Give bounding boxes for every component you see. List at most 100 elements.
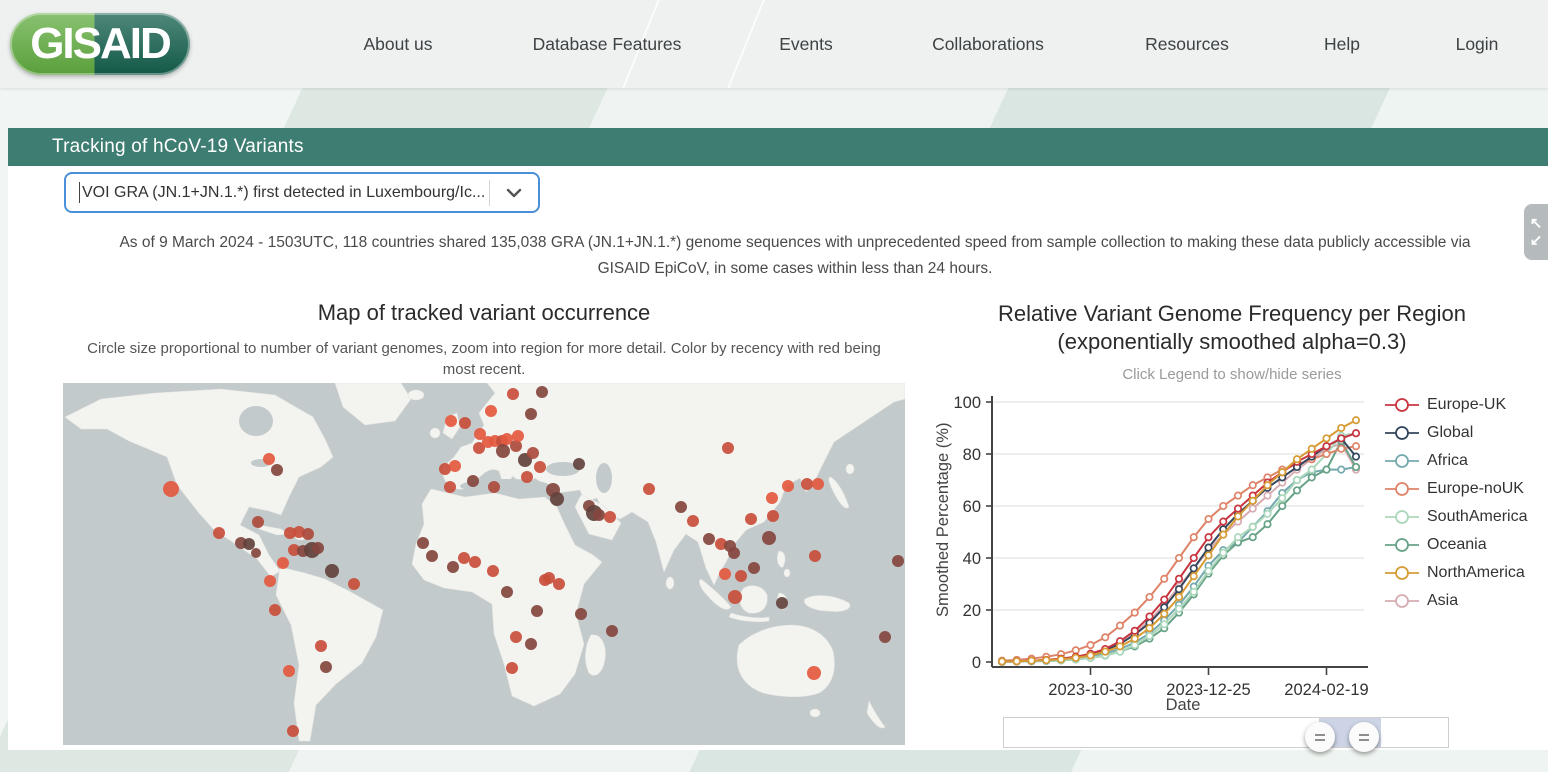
arrow-down-left-icon[interactable]: ↙ <box>1529 232 1543 249</box>
variant-dot[interactable] <box>288 544 300 556</box>
variant-dot[interactable] <box>809 550 821 562</box>
nav-item-collaborations[interactable]: Collaborations <box>932 33 1044 54</box>
variant-dot[interactable] <box>320 661 332 673</box>
variant-dot[interactable] <box>643 483 655 495</box>
variant-dot[interactable] <box>264 575 276 587</box>
variant-dot[interactable] <box>573 458 585 470</box>
variant-dot[interactable] <box>776 597 788 609</box>
variant-dot[interactable] <box>767 510 779 522</box>
variant-dot[interactable] <box>527 447 539 459</box>
variant-dot[interactable] <box>271 464 283 476</box>
legend-item-Asia[interactable]: Asia <box>1385 587 1528 615</box>
variant-dot[interactable] <box>728 547 740 559</box>
variant-occurrence-dots[interactable] <box>163 386 904 737</box>
nav-item-about-us[interactable]: About us <box>363 33 433 54</box>
variant-selector-toggle[interactable] <box>490 174 538 211</box>
variant-dot[interactable] <box>543 572 555 584</box>
variant-dot[interactable] <box>487 565 499 577</box>
variant-dot[interactable] <box>604 511 616 523</box>
variant-dot[interactable] <box>745 513 757 525</box>
variant-dot[interactable] <box>417 537 429 549</box>
variant-dot[interactable] <box>163 481 179 497</box>
variant-dot[interactable] <box>748 562 760 574</box>
date-range-navigator[interactable] <box>1003 717 1449 748</box>
variant-dot[interactable] <box>766 492 778 504</box>
variant-dot[interactable] <box>269 604 281 616</box>
variant-dot[interactable] <box>879 631 891 643</box>
variant-dot[interactable] <box>735 570 747 582</box>
variant-dot[interactable] <box>473 442 485 454</box>
variant-dot[interactable] <box>510 440 522 452</box>
variant-dot[interactable] <box>293 526 305 538</box>
legend-item-Europe-UK[interactable]: Europe-UK <box>1385 391 1528 419</box>
variant-map[interactable] <box>63 383 905 745</box>
arrow-up-left-icon[interactable]: ↖ <box>1529 215 1543 232</box>
variant-dot[interactable] <box>536 386 548 398</box>
variant-dot[interactable] <box>444 481 456 493</box>
variant-dot[interactable] <box>449 460 461 472</box>
variant-dot[interactable] <box>325 564 339 578</box>
variant-dot[interactable] <box>801 478 813 490</box>
variant-dot[interactable] <box>243 538 255 550</box>
variant-dot[interactable] <box>719 568 731 580</box>
nav-item-events[interactable]: Events <box>779 33 833 54</box>
variant-dot[interactable] <box>722 442 734 454</box>
legend-item-NorthAmerica[interactable]: NorthAmerica <box>1385 559 1528 587</box>
variant-dot[interactable] <box>287 725 299 737</box>
variant-dot[interactable] <box>892 555 904 567</box>
variant-dot[interactable] <box>531 605 543 617</box>
legend-item-Global[interactable]: Global <box>1385 419 1528 447</box>
legend-item-Europe-noUK[interactable]: Europe-noUK <box>1385 475 1528 503</box>
variant-dot[interactable] <box>485 405 497 417</box>
variant-dot[interactable] <box>807 666 821 680</box>
nav-item-resources[interactable]: Resources <box>1145 33 1229 54</box>
variant-dot[interactable] <box>501 586 513 598</box>
variant-dot[interactable] <box>496 444 510 458</box>
nav-item-database-features[interactable]: Database Features <box>532 33 682 54</box>
variant-dot[interactable] <box>525 408 537 420</box>
panel-collapse-control[interactable]: ↖ ↙ <box>1524 204 1548 260</box>
variant-dot[interactable] <box>507 388 519 400</box>
variant-selector-value[interactable]: VOI GRA (JN.1+JN.1.*) first detected in … <box>82 183 485 201</box>
variant-dot[interactable] <box>488 481 500 493</box>
variant-dot[interactable] <box>550 492 564 506</box>
variant-dot[interactable] <box>553 578 565 590</box>
variant-dot[interactable] <box>675 501 687 513</box>
legend-item-Oceania[interactable]: Oceania <box>1385 531 1528 559</box>
variant-dot[interactable] <box>315 640 327 652</box>
variant-dot[interactable] <box>606 625 618 637</box>
variant-dot[interactable] <box>348 578 360 590</box>
legend-item-SouthAmerica[interactable]: SouthAmerica <box>1385 503 1528 531</box>
variant-dot[interactable] <box>277 557 289 569</box>
variant-dot[interactable] <box>703 533 715 545</box>
variant-dot[interactable] <box>593 509 605 521</box>
variant-dot[interactable] <box>474 428 486 440</box>
variant-dot[interactable] <box>251 548 261 558</box>
variant-dot[interactable] <box>263 453 275 465</box>
variant-dot[interactable] <box>715 538 727 550</box>
variant-dot[interactable] <box>284 527 296 539</box>
variant-dot[interactable] <box>525 638 537 650</box>
variant-selector[interactable]: VOI GRA (JN.1+JN.1.*) first detected in … <box>64 172 540 213</box>
nav-item-login[interactable]: Login <box>1455 33 1499 54</box>
variant-dot[interactable] <box>458 552 470 564</box>
variant-dot[interactable] <box>469 556 481 568</box>
variant-dot[interactable] <box>439 463 451 475</box>
variant-dot[interactable] <box>510 631 522 643</box>
frequency-chart[interactable]: 0 20 40 60 80 100 2023-10-30 2023-12-25 2024-02-… <box>932 390 1392 720</box>
variant-dot[interactable] <box>521 471 533 483</box>
legend-item-Africa[interactable]: Africa <box>1385 447 1528 475</box>
variant-dot[interactable] <box>445 415 457 427</box>
variant-dot[interactable] <box>426 550 438 562</box>
variant-dot[interactable] <box>302 528 314 540</box>
variant-dot[interactable] <box>687 515 699 527</box>
variant-dot[interactable] <box>459 417 471 429</box>
navigator-right-handle[interactable] <box>1349 722 1379 752</box>
variant-dot[interactable] <box>506 662 518 674</box>
variant-dot[interactable] <box>534 461 546 473</box>
variant-dot[interactable] <box>213 527 225 539</box>
variant-dot[interactable] <box>512 430 524 442</box>
nav-item-help[interactable]: Help <box>1324 33 1360 54</box>
variant-dot[interactable] <box>575 608 587 620</box>
variant-dot[interactable] <box>283 665 295 677</box>
